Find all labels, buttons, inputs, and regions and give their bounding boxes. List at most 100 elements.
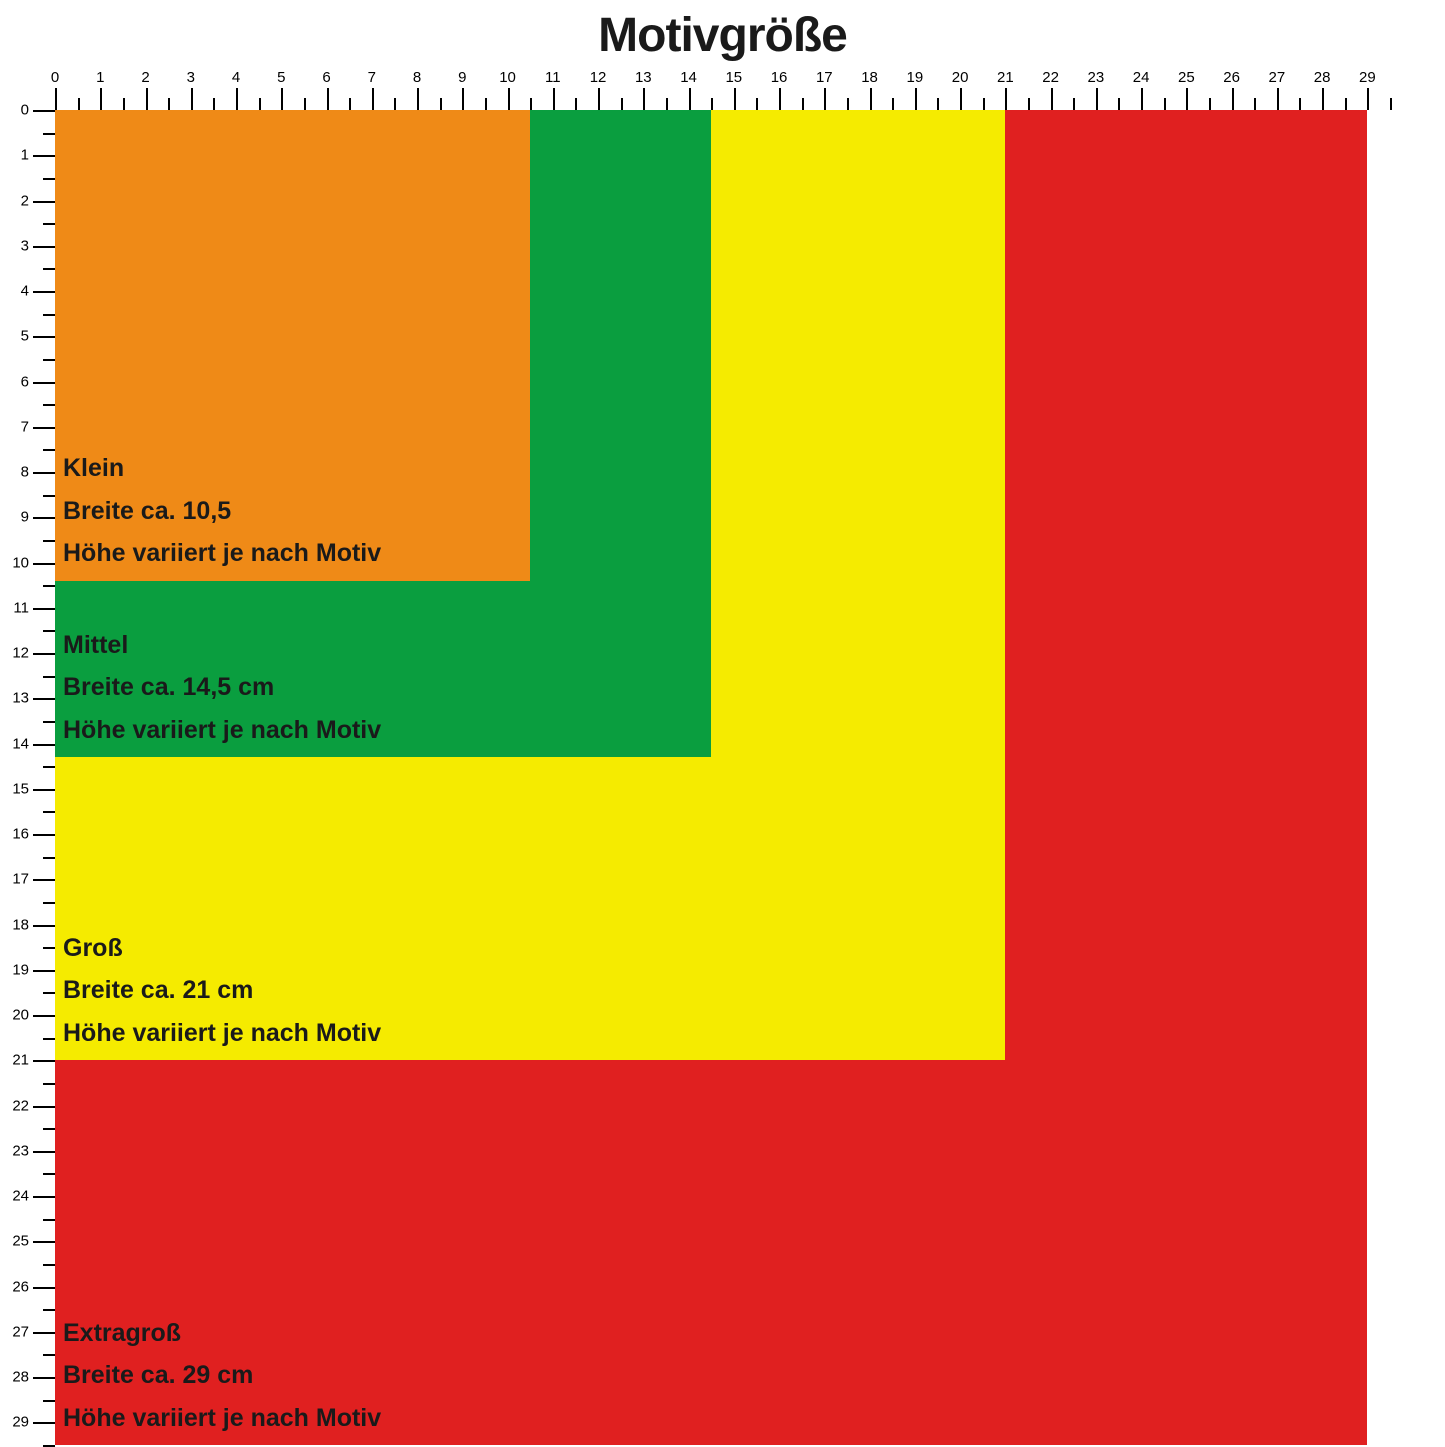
ruler-tick bbox=[1277, 88, 1279, 110]
ruler-label: 7 bbox=[368, 69, 376, 86]
ruler-label: 23 bbox=[12, 1142, 29, 1159]
ruler-label: 21 bbox=[997, 69, 1014, 86]
ruler-label: 17 bbox=[12, 871, 29, 888]
ruler-label: 19 bbox=[12, 961, 29, 978]
ruler-tick bbox=[870, 88, 872, 110]
ruler-tick bbox=[33, 382, 55, 384]
ruler-tick bbox=[33, 925, 55, 927]
ruler-label: 26 bbox=[12, 1278, 29, 1295]
ruler-tick-minor bbox=[43, 495, 55, 497]
ruler-label: 6 bbox=[322, 69, 330, 86]
ruler-tick-minor bbox=[756, 98, 758, 110]
ruler-tick-minor bbox=[1164, 98, 1166, 110]
page-title: Motivgröße bbox=[0, 8, 1445, 63]
ruler-horizontal: 0123456789101112131415161718192021222324… bbox=[55, 70, 1390, 110]
ruler-tick bbox=[1367, 88, 1369, 110]
ruler-tick bbox=[33, 517, 55, 519]
ruler-tick-minor bbox=[43, 992, 55, 994]
size-height: Höhe variiert je nach Motiv bbox=[63, 1012, 381, 1055]
ruler-tick bbox=[33, 201, 55, 203]
ruler-tick bbox=[33, 1377, 55, 1379]
ruler-label: 12 bbox=[590, 69, 607, 86]
ruler-tick bbox=[33, 879, 55, 881]
ruler-tick bbox=[1186, 88, 1188, 110]
ruler-tick bbox=[33, 1332, 55, 1334]
ruler-label: 10 bbox=[499, 69, 516, 86]
ruler-tick bbox=[281, 88, 283, 110]
ruler-tick-minor bbox=[1073, 98, 1075, 110]
ruler-tick-minor bbox=[43, 449, 55, 451]
ruler-tick-minor bbox=[43, 1219, 55, 1221]
ruler-tick-minor bbox=[43, 540, 55, 542]
ruler-tick bbox=[372, 88, 374, 110]
ruler-tick bbox=[33, 155, 55, 157]
ruler-tick-minor bbox=[43, 1083, 55, 1085]
ruler-tick bbox=[598, 88, 600, 110]
ruler-tick-minor bbox=[575, 98, 577, 110]
ruler-tick bbox=[1096, 88, 1098, 110]
ruler-tick-minor bbox=[440, 98, 442, 110]
size-width: Breite ca. 29 cm bbox=[63, 1354, 381, 1397]
ruler-tick-minor bbox=[43, 902, 55, 904]
ruler-tick-minor bbox=[43, 1128, 55, 1130]
ruler-label: 9 bbox=[458, 69, 466, 86]
ruler-tick-minor bbox=[802, 98, 804, 110]
size-width: Breite ca. 21 cm bbox=[63, 969, 381, 1012]
ruler-tick-minor bbox=[123, 98, 125, 110]
size-height: Höhe variiert je nach Motiv bbox=[63, 532, 381, 575]
ruler-label: 20 bbox=[952, 69, 969, 86]
ruler-tick-minor bbox=[43, 133, 55, 135]
ruler-tick bbox=[1141, 88, 1143, 110]
ruler-tick-minor bbox=[43, 1354, 55, 1356]
ruler-tick-minor bbox=[1028, 98, 1030, 110]
ruler-tick-minor bbox=[1390, 98, 1392, 110]
size-chart: ExtragroßBreite ca. 29 cm Höhe variiert j… bbox=[55, 110, 1390, 1445]
size-name: Mittel bbox=[63, 624, 381, 667]
ruler-label: 14 bbox=[680, 69, 697, 86]
ruler-tick bbox=[1322, 88, 1324, 110]
ruler-label: 24 bbox=[12, 1188, 29, 1205]
ruler-tick bbox=[33, 291, 55, 293]
ruler-label: 17 bbox=[816, 69, 833, 86]
ruler-tick bbox=[146, 88, 148, 110]
ruler-tick bbox=[100, 88, 102, 110]
ruler-label: 29 bbox=[1359, 69, 1376, 86]
ruler-tick bbox=[33, 1015, 55, 1017]
ruler-tick-minor bbox=[43, 811, 55, 813]
ruler-tick bbox=[1232, 88, 1234, 110]
ruler-tick-minor bbox=[1118, 98, 1120, 110]
ruler-tick-minor bbox=[43, 404, 55, 406]
ruler-label: 15 bbox=[725, 69, 742, 86]
ruler-tick bbox=[33, 608, 55, 610]
size-box-label: MittelBreite ca. 14,5 cmHöhe variiert je… bbox=[63, 624, 381, 752]
ruler-tick bbox=[33, 472, 55, 474]
ruler-tick bbox=[33, 834, 55, 836]
ruler-label: 27 bbox=[12, 1323, 29, 1340]
ruler-tick-minor bbox=[485, 98, 487, 110]
ruler-tick bbox=[824, 88, 826, 110]
ruler-tick bbox=[33, 246, 55, 248]
ruler-label: 8 bbox=[413, 69, 421, 86]
ruler-tick bbox=[33, 1106, 55, 1108]
ruler-label: 28 bbox=[12, 1369, 29, 1386]
size-box-klein: KleinBreite ca. 10,5Höhe variiert je nac… bbox=[55, 110, 530, 581]
ruler-tick-minor bbox=[43, 1309, 55, 1311]
size-box-label: KleinBreite ca. 10,5Höhe variiert je nac… bbox=[63, 447, 381, 575]
ruler-label: 18 bbox=[12, 916, 29, 933]
ruler-tick bbox=[33, 1196, 55, 1198]
ruler-label: 15 bbox=[12, 780, 29, 797]
size-name: Extragroß bbox=[63, 1312, 381, 1355]
ruler-tick-minor bbox=[43, 223, 55, 225]
ruler-tick bbox=[191, 88, 193, 110]
ruler-tick bbox=[33, 970, 55, 972]
ruler-tick bbox=[508, 88, 510, 110]
ruler-tick-minor bbox=[983, 98, 985, 110]
ruler-label: 4 bbox=[21, 283, 29, 300]
ruler-tick bbox=[33, 1241, 55, 1243]
ruler-tick-minor bbox=[1254, 98, 1256, 110]
ruler-tick-minor bbox=[43, 630, 55, 632]
ruler-tick-minor bbox=[621, 98, 623, 110]
ruler-tick bbox=[417, 88, 419, 110]
ruler-tick-minor bbox=[43, 676, 55, 678]
ruler-tick-minor bbox=[1299, 98, 1301, 110]
